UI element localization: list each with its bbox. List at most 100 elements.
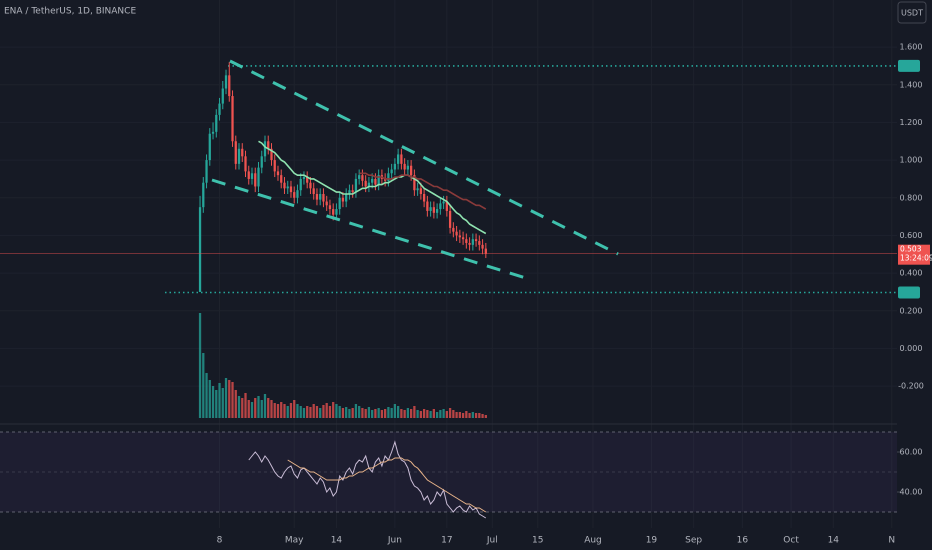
candle-body bbox=[445, 201, 448, 211]
volume-bar bbox=[286, 406, 289, 418]
grid bbox=[897, 451, 900, 493]
rsi-tick-label: 60.00 bbox=[900, 448, 923, 457]
volume-bar bbox=[455, 412, 458, 418]
volume-bar bbox=[384, 409, 387, 418]
candle-body bbox=[348, 190, 351, 194]
volume-bar bbox=[312, 404, 315, 418]
volume-bar bbox=[260, 400, 263, 418]
volume-bar bbox=[445, 411, 448, 418]
x-tick-label: 17 bbox=[441, 536, 452, 546]
candle-body bbox=[478, 241, 481, 245]
x-tick-label: 19 bbox=[646, 536, 658, 546]
volume-bar bbox=[247, 400, 250, 418]
x-tick-label: Jun bbox=[387, 536, 402, 546]
candle-body bbox=[341, 197, 345, 202]
volume-bar bbox=[322, 405, 325, 418]
candle-body bbox=[218, 103, 221, 115]
volume-bar bbox=[328, 406, 332, 418]
candle-body bbox=[312, 188, 315, 194]
candle-body bbox=[283, 182, 286, 189]
volume-bar bbox=[471, 412, 474, 418]
candle-body bbox=[387, 173, 390, 181]
rsi-tick-label: 40.00 bbox=[900, 488, 923, 497]
volume-bar bbox=[215, 390, 218, 418]
candle-body bbox=[332, 209, 335, 215]
candle-body bbox=[234, 141, 237, 164]
candle-body bbox=[263, 141, 267, 157]
volume-bar bbox=[474, 413, 478, 418]
volume-bar bbox=[345, 407, 348, 418]
volume-bar bbox=[419, 411, 423, 418]
candle-body bbox=[273, 160, 276, 172]
y-tick-label: 0.800 bbox=[900, 193, 923, 202]
upper-trend-line bbox=[229, 59, 619, 256]
level-tag bbox=[898, 286, 920, 299]
x-tick-label: 15 bbox=[532, 536, 543, 546]
candle-body bbox=[406, 165, 410, 170]
volume-bar bbox=[283, 404, 286, 418]
candle-body bbox=[409, 165, 413, 176]
candle-body bbox=[377, 175, 380, 185]
volume-bar bbox=[432, 409, 435, 418]
candle-body bbox=[205, 160, 208, 183]
rsi-band bbox=[0, 432, 897, 512]
candle-body bbox=[228, 75, 231, 97]
candle-body bbox=[432, 207, 435, 213]
volume-bar bbox=[241, 398, 244, 418]
candle-body bbox=[296, 190, 299, 198]
candle-body bbox=[208, 133, 211, 161]
volume-bar bbox=[468, 413, 471, 418]
chart-title: ENA / TetherUS, 1D, BINANCE bbox=[4, 7, 136, 17]
volume-bar bbox=[267, 398, 270, 418]
volume-bar bbox=[380, 410, 384, 418]
volume-bar bbox=[273, 403, 276, 418]
volume-bar bbox=[299, 406, 302, 418]
candle-body bbox=[422, 193, 426, 202]
volume-bar bbox=[426, 410, 429, 418]
currency-label[interactable]: USDT bbox=[901, 9, 923, 18]
volume-bar bbox=[296, 404, 299, 418]
candle-body bbox=[286, 186, 289, 189]
candle-body bbox=[250, 173, 254, 179]
candle-body bbox=[390, 169, 393, 174]
candle-body bbox=[231, 96, 234, 142]
volume-bar bbox=[351, 408, 354, 418]
volume-bar bbox=[280, 402, 283, 418]
candle-body bbox=[471, 239, 474, 245]
candle-body bbox=[481, 244, 484, 249]
volume-bar bbox=[218, 383, 221, 418]
rsi-line bbox=[287, 457, 487, 513]
candle-body bbox=[202, 182, 205, 208]
volume-bar bbox=[465, 411, 468, 418]
volume-bar bbox=[289, 403, 293, 418]
y-tick-label: 1.400 bbox=[900, 80, 923, 89]
candle-body bbox=[224, 75, 228, 89]
volume-bar bbox=[309, 407, 312, 418]
candle-body bbox=[384, 178, 387, 181]
candle-body bbox=[328, 205, 332, 210]
volume-bar bbox=[358, 406, 361, 418]
volume-bar bbox=[338, 406, 341, 418]
candle-body bbox=[221, 88, 224, 104]
candle-body bbox=[345, 193, 348, 202]
candle-body bbox=[325, 201, 328, 206]
candle-body bbox=[452, 227, 455, 232]
candle-body bbox=[354, 178, 358, 193]
candle-body bbox=[448, 210, 452, 228]
x-tick-label: 16 bbox=[737, 536, 749, 546]
volume-bar bbox=[397, 406, 400, 418]
volume-bar bbox=[335, 404, 338, 418]
volume-bar bbox=[270, 400, 273, 418]
candle-body bbox=[397, 154, 400, 164]
volume-bar bbox=[371, 410, 374, 418]
y-tick-label: 0.600 bbox=[900, 231, 923, 240]
currency-button[interactable] bbox=[897, 1, 927, 24]
volume-bar bbox=[221, 388, 224, 418]
volume-bar bbox=[224, 378, 228, 418]
last-price-tag bbox=[898, 244, 930, 265]
candle-body bbox=[306, 177, 309, 183]
moving-average-line bbox=[258, 140, 487, 235]
candle-body bbox=[280, 175, 283, 183]
